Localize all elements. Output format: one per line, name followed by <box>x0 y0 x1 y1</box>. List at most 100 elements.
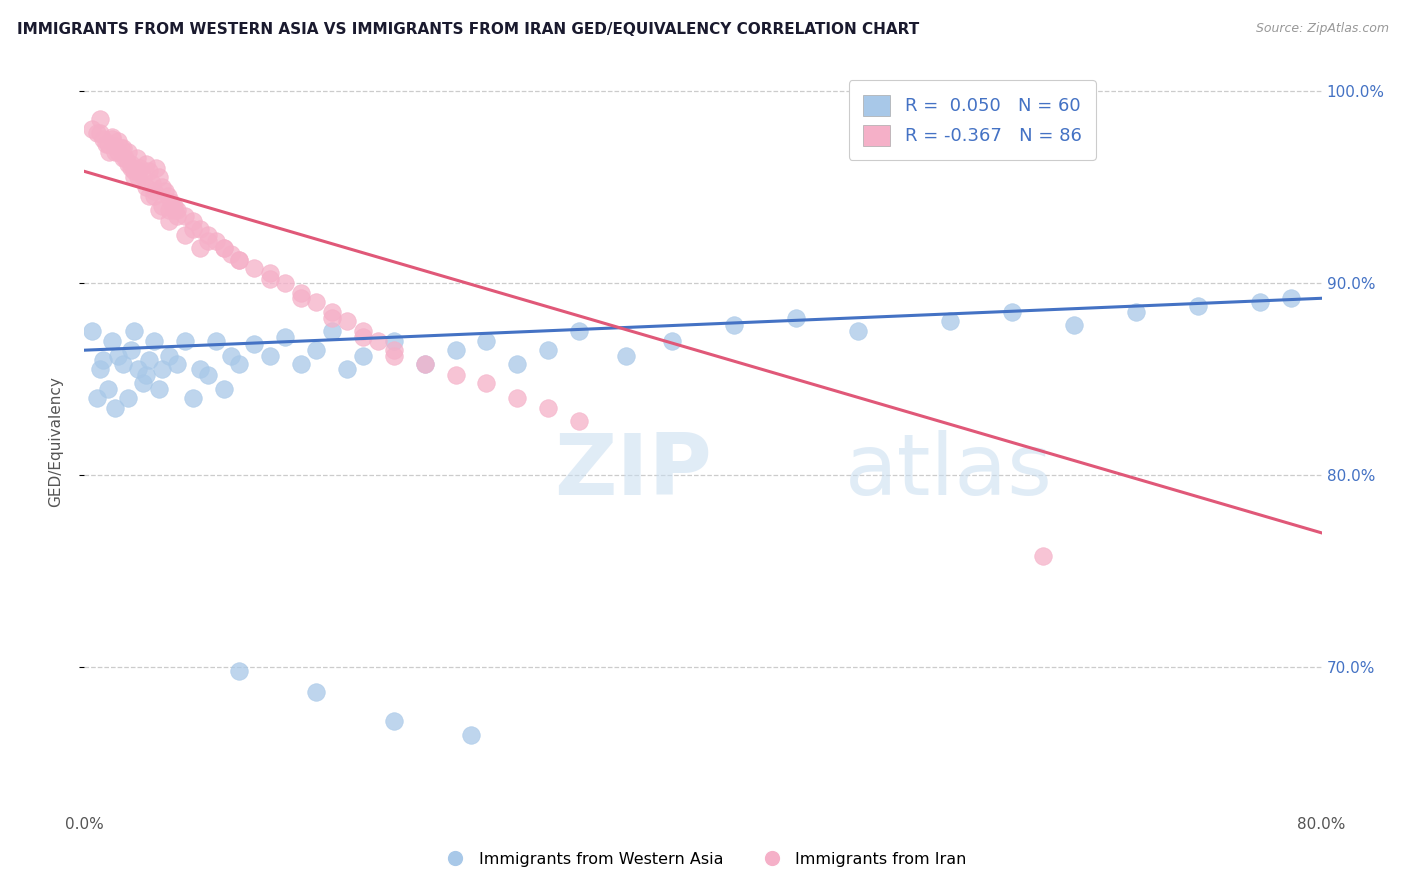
Point <box>1063 318 1085 333</box>
Point <box>352 330 374 344</box>
Point <box>568 414 591 428</box>
Point <box>94 137 117 152</box>
Point <box>91 131 114 145</box>
Legend: Immigrants from Western Asia, Immigrants from Iran: Immigrants from Western Asia, Immigrants… <box>433 846 973 873</box>
Point <box>114 151 136 165</box>
Point <box>336 314 359 328</box>
Point <box>243 337 266 351</box>
Point <box>1187 299 1209 313</box>
Point <box>382 349 405 363</box>
Point <box>305 685 328 699</box>
Point <box>125 151 148 165</box>
Y-axis label: GED/Equivalency: GED/Equivalency <box>49 376 63 507</box>
Point <box>413 357 436 371</box>
Point <box>122 170 145 185</box>
Point <box>129 161 152 175</box>
Point <box>143 189 166 203</box>
Point <box>661 334 683 348</box>
Point <box>321 310 343 325</box>
Point <box>475 376 498 390</box>
Point <box>117 145 139 160</box>
Point <box>174 209 197 223</box>
Point <box>939 314 962 328</box>
Point <box>1125 304 1147 318</box>
Point <box>163 202 186 217</box>
Point <box>132 376 155 390</box>
Point <box>89 112 111 127</box>
Point <box>174 334 197 348</box>
Point <box>166 202 188 217</box>
Point <box>197 227 219 242</box>
Point <box>138 164 160 178</box>
Point <box>305 343 328 358</box>
Point <box>259 266 281 280</box>
Point <box>305 295 328 310</box>
Point <box>181 222 204 236</box>
Point <box>120 161 142 175</box>
Point <box>259 349 281 363</box>
Point <box>132 170 155 185</box>
Point <box>290 291 312 305</box>
Point <box>156 189 179 203</box>
Point <box>110 141 132 155</box>
Point <box>1279 291 1302 305</box>
Point <box>150 179 173 194</box>
Point <box>135 179 157 194</box>
Point <box>460 728 482 742</box>
Point <box>506 357 529 371</box>
Point <box>112 151 135 165</box>
Point <box>117 391 139 405</box>
Point <box>148 202 170 217</box>
Point <box>367 334 389 348</box>
Point <box>290 285 312 300</box>
Point <box>382 343 405 358</box>
Point <box>150 362 173 376</box>
Point <box>101 131 124 145</box>
Point <box>290 357 312 371</box>
Point <box>228 665 250 679</box>
Point <box>382 334 405 348</box>
Point <box>352 349 374 363</box>
Point <box>82 122 104 136</box>
Point <box>188 241 211 255</box>
Point <box>228 252 250 267</box>
Point <box>120 343 142 358</box>
Point <box>1249 295 1271 310</box>
Point <box>104 139 127 153</box>
Point <box>413 357 436 371</box>
Point <box>143 334 166 348</box>
Point <box>127 164 149 178</box>
Point <box>96 382 118 396</box>
Point <box>444 343 467 358</box>
Point <box>205 334 228 348</box>
Point <box>89 126 111 140</box>
Point <box>86 391 108 405</box>
Point <box>1001 304 1024 318</box>
Point <box>212 241 235 255</box>
Point <box>160 195 183 210</box>
Point <box>153 184 176 198</box>
Point <box>259 272 281 286</box>
Point <box>135 156 157 170</box>
Point <box>181 214 204 228</box>
Legend: R =  0.050   N = 60, R = -0.367   N = 86: R = 0.050 N = 60, R = -0.367 N = 86 <box>849 80 1097 160</box>
Text: Source: ZipAtlas.com: Source: ZipAtlas.com <box>1256 22 1389 36</box>
Point <box>98 145 121 160</box>
Point <box>135 368 157 383</box>
Point <box>96 137 118 152</box>
Point <box>138 189 160 203</box>
Point <box>212 382 235 396</box>
Point <box>614 349 637 363</box>
Point <box>274 330 297 344</box>
Point <box>166 357 188 371</box>
Point <box>506 391 529 405</box>
Point <box>243 260 266 275</box>
Point <box>159 349 180 363</box>
Point <box>846 324 869 338</box>
Point <box>143 184 166 198</box>
Point <box>91 352 114 367</box>
Point <box>148 170 170 185</box>
Point <box>336 362 359 376</box>
Point <box>104 401 127 415</box>
Text: ZIP: ZIP <box>554 430 713 513</box>
